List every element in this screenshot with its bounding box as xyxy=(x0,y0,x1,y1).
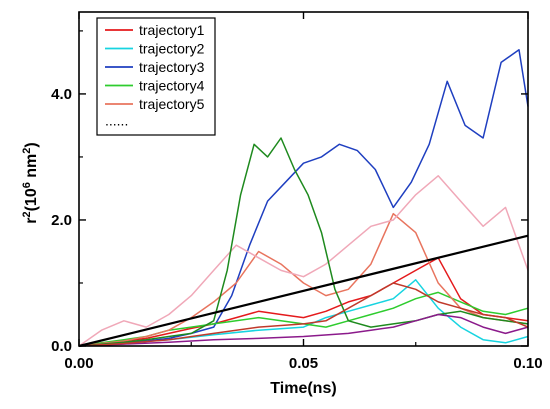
y-axis-title-part: (10 xyxy=(23,188,40,211)
series-line-1 xyxy=(78,257,529,347)
x-axis-title: Time(ns) xyxy=(270,380,336,397)
legend-box xyxy=(96,17,216,136)
legend-label: trajectory4 xyxy=(139,78,205,94)
legend-label: trajectory2 xyxy=(139,41,205,57)
y-axis-title-part: nm xyxy=(23,154,40,182)
series-line-8 xyxy=(78,313,529,347)
legend: trajectory1 trajectory2 trajectory3 traject… xyxy=(96,17,216,136)
series-layer xyxy=(78,49,529,348)
series-line-6 xyxy=(78,175,529,347)
y-axis-title-superscript: 2 xyxy=(21,148,33,154)
series-line-9 xyxy=(78,282,529,347)
legend-label: trajectory5 xyxy=(139,96,205,112)
y-tick-label: 2.0 xyxy=(51,212,72,229)
x-tick-label: 0.05 xyxy=(289,355,318,372)
legend-label-more: ...... xyxy=(105,113,128,129)
y-tick-label: 4.0 xyxy=(51,86,72,103)
y-axis-title-part: r xyxy=(23,218,40,224)
series-line-10 xyxy=(78,234,529,348)
x-tick-label: 0.10 xyxy=(513,355,542,372)
x-tick-label: 0.00 xyxy=(64,355,93,372)
series-line-5 xyxy=(78,212,529,347)
y-axis-title: r2(106 nm2) xyxy=(21,142,40,224)
series-line-3 xyxy=(78,49,529,347)
y-axis-title-part: ) xyxy=(23,142,40,147)
series-line-7 xyxy=(78,137,529,347)
legend-label: trajectory3 xyxy=(139,59,205,75)
y-axis-title-superscript: 6 xyxy=(21,182,33,188)
y-tick-label: 0.0 xyxy=(51,338,72,355)
y-axis-title-superscript: 2 xyxy=(21,211,33,217)
legend-label: trajectory1 xyxy=(139,22,205,38)
